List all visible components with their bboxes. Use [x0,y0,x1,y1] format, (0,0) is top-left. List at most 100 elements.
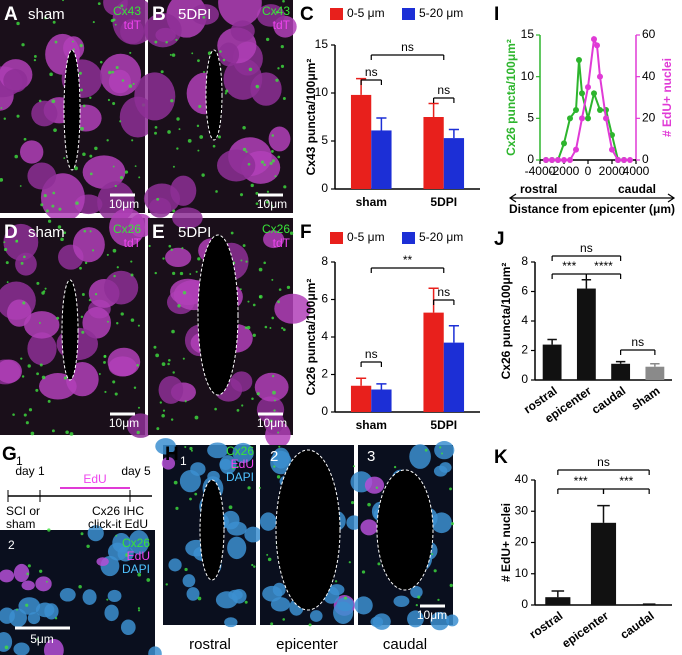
cell [232,442,254,464]
puncta [89,230,92,233]
cell [223,58,263,100]
puncta [187,139,192,143]
puncta [146,578,151,582]
puncta [138,176,141,179]
puncta [282,0,285,3]
puncta [172,165,175,168]
puncta [51,429,55,433]
puncta [114,184,117,188]
puncta [240,259,243,262]
puncta [33,59,37,62]
cell [0,569,15,583]
cell [165,247,192,268]
puncta [116,266,119,269]
puncta [277,67,280,70]
puncta [40,203,44,207]
puncta [377,562,381,566]
labels: A sham Cx43 tdT 10μm B 5DPI Cx43 tdT 10μ… [2,4,508,653]
puncta [112,102,116,106]
x-tick-label: caudal [618,609,657,642]
puncta [112,380,116,384]
y2-tick-label: 40 [642,69,656,83]
puncta [137,406,141,409]
puncta [242,147,247,152]
puncta [202,15,206,19]
puncta [175,38,178,41]
puncta [75,201,79,205]
puncta [128,84,133,88]
x-tick-label: caudal [589,384,628,417]
cell [100,53,142,97]
y2-axis-label: # EdU+ nuclei [660,58,674,137]
puncta [334,580,338,583]
puncta [94,293,98,296]
puncta [121,79,125,82]
puncta [172,371,175,374]
puncta [282,97,286,100]
puncta [103,360,106,364]
cell [309,610,323,622]
puncta [167,358,171,362]
puncta [415,603,418,607]
puncta [212,144,216,148]
puncta [82,152,86,157]
cell [21,580,35,591]
cell [144,13,182,48]
puncta [236,465,239,469]
puncta [44,287,47,290]
puncta [178,128,181,131]
puncta [247,162,251,166]
significance: ns [437,285,450,299]
puncta [97,2,101,6]
puncta [54,617,58,620]
puncta [54,40,58,44]
puncta [167,130,171,134]
cell [272,582,286,597]
cell [207,442,228,459]
error-bar [428,102,439,117]
puncta [273,409,276,412]
y-tick-label: 30 [515,503,529,517]
bar [611,363,631,380]
puncta [228,505,233,510]
y-tick-label: 40 [515,472,529,486]
micrograph [155,438,262,628]
puncta [251,563,254,567]
puncta [19,185,22,187]
puncta [281,326,284,330]
puncta [277,155,281,159]
timeline-label: day 5 [121,464,151,478]
puncta [21,43,25,47]
puncta [170,99,174,103]
puncta [41,375,46,380]
cell [13,563,30,583]
scale-label: 10μm [417,608,447,622]
cell [104,270,139,305]
puncta [78,71,82,75]
puncta [130,260,133,263]
stain: EdU [127,549,150,563]
puncta [168,244,172,248]
error-bar [597,504,610,523]
puncta [148,244,151,248]
cell [407,610,424,628]
puncta [196,124,200,128]
puncta [176,147,179,150]
puncta [202,70,206,74]
cell [259,512,277,531]
stain: Cx43 [113,4,141,18]
timeline-label: click-it EdU [88,517,148,531]
puncta [106,139,109,142]
cell [63,36,85,60]
canal [197,234,239,396]
puncta [275,78,279,82]
puncta [171,53,176,57]
data-point [567,115,573,122]
puncta [350,501,355,505]
puncta [82,104,86,108]
puncta [112,18,116,22]
puncta [160,70,164,74]
y-tick-label: 8 [521,254,528,268]
timeline-label: EdU [83,472,106,486]
puncta [47,219,52,223]
